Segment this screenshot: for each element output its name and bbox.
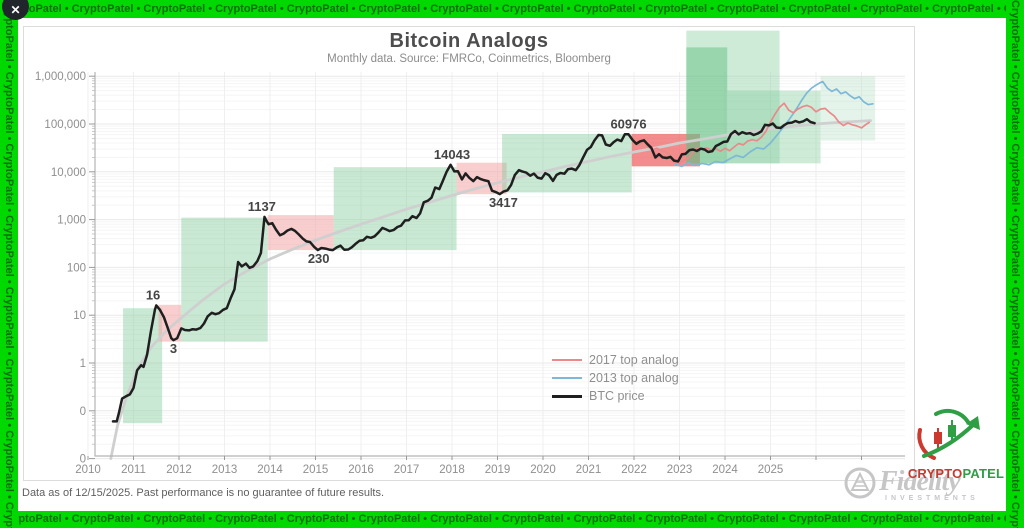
annotation-label: 16	[146, 287, 160, 302]
cryptopatel-wordmark-crypto: CRYPTO	[907, 466, 963, 481]
x-axis-tick-label: 2022	[621, 464, 647, 476]
y-axis-tick-label: 10,000	[51, 167, 86, 179]
legend-swatch	[552, 394, 582, 398]
y-axis-tick-label: 100	[67, 262, 86, 274]
watermark-strip-top: CryptoPatel • CryptoPatel • CryptoPatel …	[0, 0, 1024, 18]
x-axis-tick-label: 2018	[439, 464, 465, 476]
x-axis-tick-label: 2024	[712, 464, 738, 476]
y-axis-tick-label: 1,000,000	[35, 71, 86, 83]
chart-subtitle: Monthly data. Source: FMRCo, Coinmetrics…	[327, 53, 611, 65]
chart-title: Bitcoin Analogs	[389, 30, 549, 52]
y-axis-tick-label: 0	[80, 406, 86, 418]
legend-label: 2017 top analog	[589, 353, 679, 367]
x-axis-tick-label: 2019	[485, 464, 511, 476]
analog-box	[820, 76, 876, 141]
annotation-label: 3	[170, 341, 177, 356]
x-axis-tick-label: 2011	[121, 464, 146, 476]
cryptopatel-candlestick-icon	[917, 408, 980, 460]
legend-swatch	[552, 359, 582, 361]
close-icon: ✕	[10, 2, 21, 17]
legend-item: BTC price	[552, 387, 679, 405]
axis-line	[94, 72, 905, 457]
data-as-of-note: Data as of 12/15/2025. Past performance …	[22, 487, 384, 499]
y-axis-tick-label: 1,000	[57, 215, 86, 227]
watermark-strip-bottom: CryptoPatel • CryptoPatel • CryptoPatel …	[0, 511, 1024, 528]
watermark-strip-left: CryptoPatel • CryptoPatel • CryptoPatel …	[0, 0, 18, 528]
annotation-label: 1137	[248, 199, 276, 214]
watermark-strip-right: CryptoPatel • CryptoPatel • CryptoPatel …	[1006, 0, 1024, 528]
annotation-label: 60976	[610, 116, 646, 131]
analog-box	[181, 217, 268, 342]
y-axis-tick-label: 100,000	[44, 119, 86, 131]
annotation-label: 230	[308, 251, 330, 266]
y-axis-tick-label: 1	[80, 358, 86, 370]
legend-swatch	[552, 377, 582, 379]
legend-label: 2013 top analog	[589, 371, 679, 385]
fidelity-pyramid-icon	[844, 467, 876, 499]
y-axis-tick-label: 0	[80, 454, 86, 466]
analog-box	[727, 90, 821, 164]
fidelity-investments-label: INVESTMENTS	[885, 495, 979, 502]
fidelity-wordmark: Fidelity	[879, 466, 961, 497]
legend-item: 2017 top analog	[552, 351, 679, 369]
cryptopatel-logo: CRYPTOPATEL	[906, 408, 1016, 481]
x-axis-tick-label: 2021	[576, 464, 602, 476]
x-axis-tick-label: 2025	[758, 464, 784, 476]
x-axis-tick-label: 2015	[303, 464, 329, 476]
analog-box	[502, 133, 632, 193]
x-axis-tick-label: 2020	[530, 464, 556, 476]
y-axis-tick-label: 10	[73, 310, 86, 322]
2017-top-analog-line	[627, 102, 871, 164]
legend-label: BTC price	[589, 389, 645, 403]
2013-top-analog-line	[674, 80, 874, 168]
annotation-label: 14043	[434, 147, 470, 162]
fidelity-logo: Fidelity INVESTMENTS	[843, 466, 975, 505]
cryptopatel-wordmark-patel: PATEL	[962, 466, 1005, 481]
x-axis-tick-label: 2016	[348, 464, 374, 476]
x-axis-tick-label: 2017	[394, 464, 420, 476]
btc-price-line	[111, 117, 816, 423]
chart-legend: 2017 top analog 2013 top analog BTC price	[552, 351, 679, 405]
cryptopatel-wordmark: CRYPTOPATEL	[906, 466, 1006, 481]
close-button[interactable]: ✕	[2, 0, 29, 20]
x-axis-tick-label: 2010	[75, 464, 101, 476]
annotation-label: 3417	[489, 195, 518, 210]
x-axis-tick-label: 2014	[257, 464, 283, 476]
x-axis-tick-label: 2012	[166, 464, 192, 476]
x-axis-tick-label: 2013	[212, 464, 238, 476]
x-axis-tick-label: 2023	[667, 464, 693, 476]
legend-item: 2013 top analog	[552, 369, 679, 387]
analog-box	[686, 30, 780, 164]
analog-box	[333, 167, 457, 251]
